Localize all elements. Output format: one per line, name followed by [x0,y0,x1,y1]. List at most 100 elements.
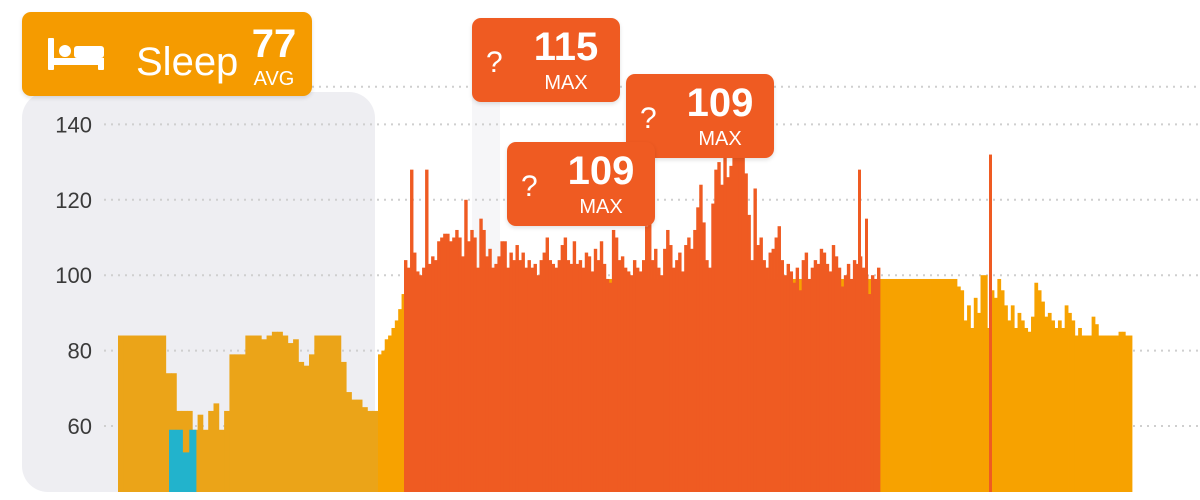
active-bar [617,260,622,492]
question-mark-icon: ? [640,102,657,135]
light-activity-bar [1007,320,1012,492]
sleep-avg-value: 77 [251,22,297,66]
active-bar [825,263,830,492]
active-bar [518,260,522,492]
active-bar [873,278,878,492]
sleep-bar [139,335,145,492]
light-activity-bar [946,278,951,492]
active-bar [828,271,833,492]
light-activity-bar [1098,335,1103,492]
max-marker-1[interactable]: ? 115 MAX [472,18,620,102]
active-bar [777,226,781,492]
active-bar [575,263,580,492]
active-bar [834,256,839,492]
active-bar [792,282,797,492]
light-activity-bar [398,309,402,492]
active-bar [681,271,685,492]
y-tick-label: 120 [55,188,92,213]
active-bar [443,233,447,493]
active-bar [476,267,480,492]
active-bar [786,263,791,492]
active-bar [822,252,827,492]
active-bar [855,263,860,492]
sleep-bar [213,403,220,492]
sleep-bar [362,407,368,492]
light-activity-bar [1047,312,1052,492]
active-bar [446,233,450,493]
active-bar [705,260,709,492]
max-marker-3[interactable]: ? 109 MAX [507,142,655,226]
active-bar [813,260,818,492]
light-activity-bar [1020,320,1025,492]
sleep-bar [128,335,135,492]
sleep-bar [287,343,294,492]
active-bar [735,124,739,493]
light-activity-bar [1118,331,1123,492]
active-bar [693,229,697,492]
active-bar [614,237,619,492]
light-activity-bar [1078,327,1082,492]
light-activity-bar [960,290,965,492]
light-activity-bar [384,339,389,492]
light-activity-bar [956,286,961,492]
active-bar [638,271,643,492]
active-bar [539,260,543,492]
light-activity-bar [896,278,901,492]
y-tick-label: 60 [68,414,92,439]
active-bar [611,229,616,492]
light-activity-bar [990,290,995,492]
light-activity-bar [1094,324,1099,492]
active-bar [491,267,495,492]
active-bar [524,267,528,492]
active-bar [605,278,610,492]
light-activity-bar [993,297,998,492]
light-activity-bar [1128,335,1133,492]
light-activity-bar [1054,327,1059,492]
active-bar [503,241,507,492]
active-bar [413,252,417,492]
chart-bars [118,124,1133,493]
active-bar [422,267,426,492]
active-bar [515,245,519,492]
active-bar [506,267,510,492]
sleep-bar [293,339,299,492]
active-spike-bar [865,218,868,492]
active-bar [798,290,803,492]
active-bar [419,275,423,492]
sleep-bar [309,354,315,492]
light-activity-bar [1061,327,1066,492]
active-bar [473,237,477,492]
light-activity-bar [970,327,975,492]
light-activity-bar [1125,335,1130,492]
light-activity-bar [1068,312,1072,492]
light-activity-bar [879,278,884,492]
active-bar [593,248,598,492]
active-bar [536,275,540,492]
active-bar [437,241,441,492]
light-activity-bar [889,278,894,492]
sleep-average-badge[interactable]: Sleep 77 AVG [22,12,312,96]
active-bar [545,237,549,492]
light-activity-bar [1057,320,1062,492]
active-bar [774,237,778,492]
active-bar [831,245,836,492]
active-bar [789,271,794,492]
light-activity-bar [1084,335,1089,492]
active-bar [560,245,565,492]
active-bar [455,229,459,492]
active-bar [744,173,748,492]
active-bar [657,267,661,492]
low-bar [189,429,197,492]
active-bar [620,256,625,492]
active-bar [416,271,420,492]
question-mark-icon: ? [521,170,538,203]
max-marker-unit: MAX [698,128,742,150]
light-activity-bar [1014,327,1018,492]
active-bar [837,267,842,492]
active-bar [578,260,583,492]
active-bar [557,260,562,492]
active-bar [807,278,812,492]
light-activity-bar [1044,316,1049,492]
light-activity-bar [983,275,988,492]
